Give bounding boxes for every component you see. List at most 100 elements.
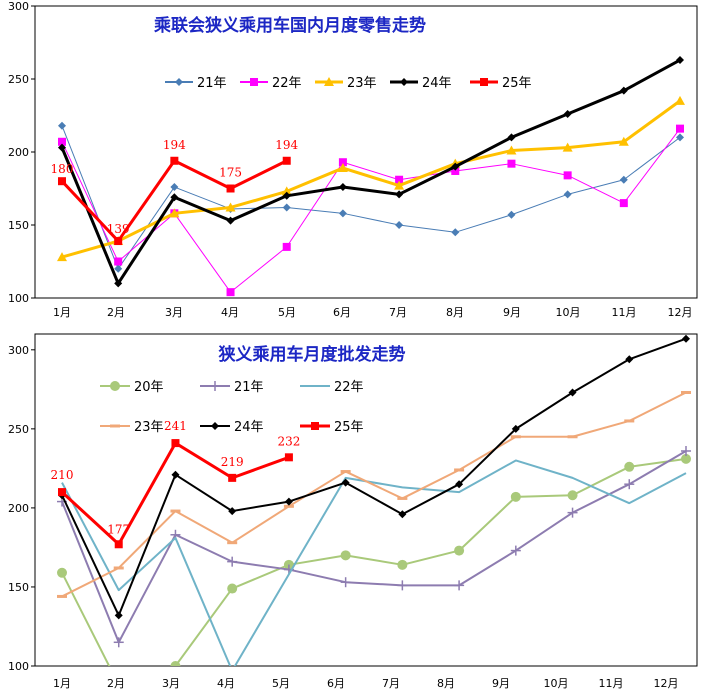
y-tick-label: 250 bbox=[8, 423, 29, 436]
data-point bbox=[340, 550, 351, 561]
series-20年 bbox=[57, 453, 691, 666]
data-point bbox=[114, 257, 123, 266]
data-point bbox=[394, 180, 405, 190]
data-point bbox=[341, 478, 350, 487]
legend-label: 20年 bbox=[134, 380, 164, 395]
data-point bbox=[510, 545, 521, 556]
x-tick-label: 1月 bbox=[53, 306, 71, 319]
legend: 21年 22年 23年 24年 25年 bbox=[165, 76, 532, 91]
chart-title: 狭义乘用车月度批发走势 bbox=[218, 344, 406, 365]
data-point bbox=[171, 439, 180, 448]
data-point bbox=[114, 611, 123, 620]
series-22年 bbox=[61, 459, 687, 666]
legend-label: 23年 bbox=[347, 76, 377, 91]
data-point bbox=[58, 137, 66, 146]
data-point bbox=[397, 559, 408, 570]
data-point bbox=[170, 156, 179, 165]
data-point bbox=[454, 468, 465, 472]
data-point bbox=[114, 540, 123, 549]
legend-marker bbox=[311, 422, 319, 430]
series-22年 bbox=[58, 124, 684, 297]
data-point bbox=[282, 203, 291, 212]
data-point bbox=[454, 545, 465, 556]
legend-item-25年: 25年 bbox=[300, 420, 364, 435]
data-point bbox=[226, 184, 235, 193]
data-point bbox=[676, 124, 684, 133]
data-point bbox=[282, 191, 291, 200]
x-axis: 1月 2月 3月 4月 5月 6月 7月 8月 9月 10月 11月 12月 bbox=[53, 306, 693, 319]
data-point bbox=[282, 156, 291, 165]
data-point bbox=[567, 490, 578, 501]
legend-label: 21年 bbox=[234, 380, 264, 395]
data-point bbox=[681, 390, 691, 394]
legend-label: 22年 bbox=[334, 380, 364, 395]
data-point bbox=[567, 507, 578, 518]
data-point bbox=[681, 445, 691, 456]
data-point bbox=[681, 453, 691, 464]
data-point bbox=[619, 175, 628, 184]
legend-marker bbox=[480, 78, 488, 86]
data-point bbox=[507, 159, 516, 168]
series-group bbox=[57, 334, 691, 666]
data-point bbox=[511, 424, 520, 433]
legend-item-24年: 24年 bbox=[200, 420, 264, 435]
plot-frame bbox=[34, 333, 698, 667]
data-point bbox=[227, 583, 238, 594]
legend-label: 24年 bbox=[422, 76, 452, 91]
data-point bbox=[114, 279, 123, 288]
data-point bbox=[58, 143, 66, 152]
data-point bbox=[113, 637, 124, 648]
data-point bbox=[58, 121, 66, 130]
data-point bbox=[675, 95, 685, 105]
data-point bbox=[340, 577, 351, 588]
data-point bbox=[619, 199, 628, 208]
legend-item-21年: 21年 bbox=[200, 380, 264, 395]
plot-frame bbox=[34, 5, 698, 299]
data-point bbox=[454, 580, 465, 591]
x-tick-label: 11月 bbox=[599, 677, 624, 690]
legend-item-22年: 22年 bbox=[240, 76, 302, 91]
data-point bbox=[567, 435, 578, 439]
y-tick-label: 150 bbox=[8, 581, 29, 594]
legend: 20年 21年 22年 23年 24年 25年 bbox=[100, 380, 364, 435]
y-tick-label: 200 bbox=[8, 502, 29, 515]
x-tick-label: 4月 bbox=[217, 677, 235, 690]
data-point bbox=[676, 133, 684, 142]
x-tick-label: 5月 bbox=[272, 677, 290, 690]
data-point bbox=[281, 186, 292, 196]
data-point bbox=[283, 504, 294, 508]
legend-marker bbox=[110, 381, 120, 391]
data-point bbox=[57, 252, 67, 262]
data-label: 194 bbox=[275, 138, 298, 152]
series-23年 bbox=[57, 390, 691, 598]
series-21年 bbox=[57, 445, 691, 648]
data-point bbox=[171, 470, 180, 479]
series-line bbox=[61, 391, 687, 598]
legend-marker bbox=[110, 424, 120, 428]
legend-marker bbox=[211, 422, 219, 430]
data-point bbox=[114, 264, 123, 273]
series-line bbox=[61, 128, 681, 293]
data-point bbox=[338, 158, 347, 167]
x-tick-label: 2月 bbox=[107, 306, 125, 319]
x-tick-label: 5月 bbox=[278, 306, 296, 319]
series-25年 bbox=[58, 156, 291, 246]
x-tick-label: 1月 bbox=[53, 677, 71, 690]
data-point bbox=[506, 145, 517, 155]
data-point bbox=[338, 209, 347, 218]
legend-item-23年: 23年 bbox=[100, 420, 164, 435]
data-point bbox=[226, 288, 235, 297]
series-group bbox=[57, 56, 685, 297]
y-tick-label: 150 bbox=[8, 219, 29, 232]
data-label: 180 bbox=[51, 162, 74, 176]
data-label: 194 bbox=[163, 138, 186, 152]
series-line bbox=[61, 125, 681, 270]
data-point bbox=[58, 488, 66, 497]
data-point bbox=[451, 162, 460, 171]
legend-marker bbox=[250, 78, 258, 86]
data-labels: 180 139 194 175 194 bbox=[51, 138, 299, 236]
y-tick-label: 100 bbox=[8, 292, 29, 305]
series-24年 bbox=[58, 334, 690, 620]
